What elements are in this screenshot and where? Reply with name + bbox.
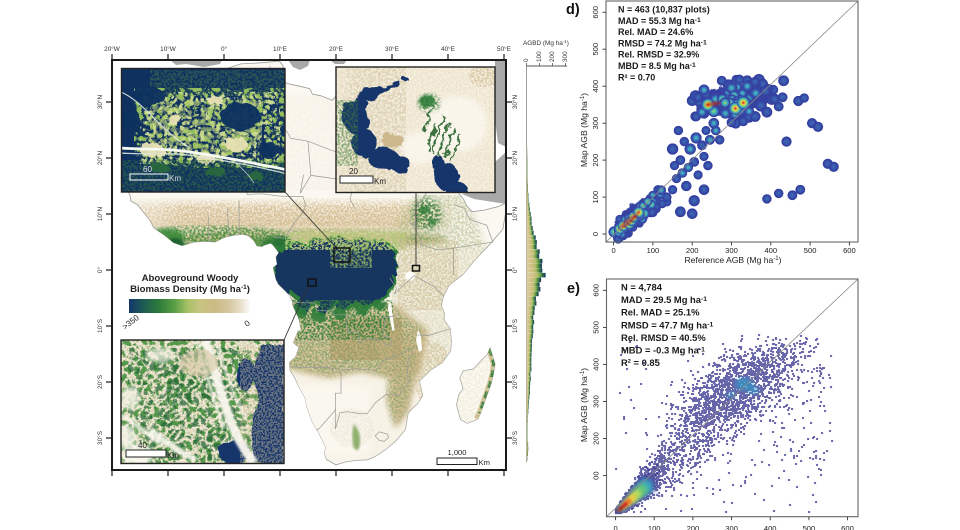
svg-text:30°E: 30°E [385, 45, 399, 53]
svg-text:10°S: 10°S [511, 319, 519, 333]
svg-text:20: 20 [349, 167, 358, 176]
svg-text:0: 0 [611, 246, 615, 255]
svg-text:Km: Km [479, 458, 490, 467]
svg-text:10°N: 10°N [511, 206, 519, 221]
svg-text:Km: Km [374, 177, 386, 186]
svg-text:0°: 0° [511, 267, 519, 274]
svg-text:d): d) [566, 2, 580, 18]
svg-text:600: 600 [591, 6, 600, 19]
svg-text:20°S: 20°S [96, 375, 104, 389]
svg-text:R² = 0.70: R² = 0.70 [618, 72, 655, 82]
svg-text:1,000: 1,000 [447, 448, 466, 457]
svg-text:100: 100 [647, 246, 660, 255]
svg-text:MBD = 8.5 Mg ha-1: MBD = 8.5 Mg ha-1 [618, 61, 696, 71]
svg-text:Rel. MAD = 25.1%: Rel. MAD = 25.1% [621, 307, 700, 318]
svg-text:400: 400 [764, 524, 777, 530]
svg-text:200: 200 [549, 51, 556, 62]
svg-text:10°N: 10°N [96, 206, 104, 221]
svg-text:Map AGB (Mg ha-1): Map AGB (Mg ha-1) [579, 368, 589, 442]
svg-text:300: 300 [562, 51, 569, 62]
svg-text:50°E: 50°E [497, 45, 511, 53]
svg-text:600: 600 [841, 524, 854, 530]
svg-text:0: 0 [591, 232, 600, 236]
svg-text:600: 600 [843, 246, 856, 255]
svg-text:100: 100 [648, 524, 661, 530]
svg-text:200: 200 [591, 154, 600, 167]
svg-text:0°: 0° [221, 45, 228, 53]
svg-text:RMSD = 47.7 Mg ha-1: RMSD = 47.7 Mg ha-1 [621, 319, 713, 330]
svg-text:e): e) [567, 281, 580, 297]
svg-text:600: 600 [592, 284, 601, 297]
svg-text:100: 100 [591, 191, 600, 204]
svg-text:20°S: 20°S [511, 375, 519, 389]
svg-text:MAD = 55.3 Mg ha-1: MAD = 55.3 Mg ha-1 [618, 16, 701, 26]
svg-text:0°: 0° [96, 267, 104, 274]
svg-text:500: 500 [592, 321, 601, 334]
svg-text:0: 0 [243, 318, 252, 328]
svg-text:30°N: 30°N [96, 94, 104, 109]
svg-text:10°S: 10°S [96, 319, 104, 333]
svg-text:AGBD (Mg ha-1): AGBD (Mg ha-1) [523, 39, 569, 47]
svg-text:40°E: 40°E [441, 45, 455, 53]
svg-text:R² = 0.85: R² = 0.85 [621, 357, 660, 368]
svg-text:40: 40 [138, 441, 147, 450]
svg-text:300: 300 [725, 246, 738, 255]
svg-text:300: 300 [592, 395, 601, 408]
svg-text:Km: Km [169, 174, 181, 183]
svg-text:Reference AGB (Mg ha-1): Reference AGB (Mg ha-1) [684, 255, 781, 265]
svg-text:20°W: 20°W [104, 45, 121, 53]
svg-text:MBD = -0.3 Mg ha-1: MBD = -0.3 Mg ha-1 [621, 345, 705, 356]
svg-text:20°N: 20°N [511, 150, 519, 165]
svg-text:Rel. RMSD = 40.5%: Rel. RMSD = 40.5% [621, 332, 706, 343]
svg-text:500: 500 [804, 246, 817, 255]
svg-text:0: 0 [613, 524, 617, 530]
svg-text:400: 400 [592, 358, 601, 371]
svg-text:Map AGB (Mg ha-1): Map AGB (Mg ha-1) [579, 93, 589, 167]
svg-text:200: 200 [592, 432, 601, 445]
svg-text:500: 500 [803, 524, 816, 530]
svg-text:30°S: 30°S [511, 431, 519, 445]
svg-text:400: 400 [591, 80, 600, 93]
svg-text:500: 500 [591, 43, 600, 56]
svg-text:Biomass Density (Mg ha-1): Biomass Density (Mg ha-1) [130, 284, 250, 295]
svg-text:100: 100 [536, 51, 543, 62]
svg-text:300: 300 [725, 524, 738, 530]
svg-text:Rel. RMSD = 32.9%: Rel. RMSD = 32.9% [618, 50, 699, 60]
svg-text:10°E: 10°E [273, 45, 287, 53]
svg-text:RMSD = 74.2 Mg ha-1: RMSD = 74.2 Mg ha-1 [618, 38, 707, 48]
svg-text:400: 400 [764, 246, 777, 255]
svg-text:MAD = 29.5 Mg ha-1: MAD = 29.5 Mg ha-1 [621, 294, 707, 305]
svg-text:00: 00 [592, 471, 601, 479]
svg-text:10°W: 10°W [160, 45, 177, 53]
svg-text:30°N: 30°N [511, 94, 519, 109]
svg-text:200: 200 [686, 246, 699, 255]
svg-text:20°E: 20°E [329, 45, 343, 53]
svg-text:200: 200 [687, 524, 700, 530]
svg-text:Rel. MAD = 24.6%: Rel. MAD = 24.6% [618, 27, 693, 37]
svg-text:N = 463 (10,837 plots): N = 463 (10,837 plots) [618, 5, 710, 15]
svg-text:300: 300 [591, 117, 600, 130]
svg-text:Km: Km [167, 451, 179, 460]
svg-text:N = 4,784: N = 4,784 [621, 282, 663, 293]
svg-text:30°S: 30°S [96, 431, 104, 445]
svg-text:60: 60 [143, 165, 152, 174]
svg-text:Aboveground Woody: Aboveground Woody [142, 273, 239, 284]
svg-text:20°N: 20°N [96, 150, 104, 165]
svg-text:0: 0 [523, 58, 530, 62]
